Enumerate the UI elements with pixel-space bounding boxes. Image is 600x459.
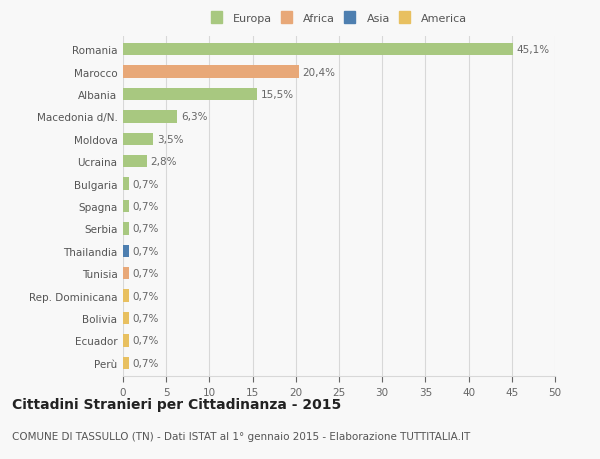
Text: 0,7%: 0,7% xyxy=(133,291,159,301)
Text: 6,3%: 6,3% xyxy=(181,112,208,122)
Text: 0,7%: 0,7% xyxy=(133,358,159,368)
Text: 0,7%: 0,7% xyxy=(133,313,159,323)
Legend: Europa, Africa, Asia, America: Europa, Africa, Asia, America xyxy=(211,14,467,24)
Text: 0,7%: 0,7% xyxy=(133,179,159,189)
Bar xyxy=(123,67,299,78)
Bar xyxy=(123,44,512,56)
Bar xyxy=(123,111,178,123)
Bar xyxy=(123,312,129,325)
Bar xyxy=(123,357,129,369)
Bar xyxy=(123,201,129,213)
Bar xyxy=(123,290,129,302)
Text: 15,5%: 15,5% xyxy=(260,90,293,100)
Bar xyxy=(123,245,129,257)
Text: 20,4%: 20,4% xyxy=(303,67,336,78)
Text: 2,8%: 2,8% xyxy=(151,157,177,167)
Text: 0,7%: 0,7% xyxy=(133,336,159,346)
Bar xyxy=(123,268,129,280)
Bar xyxy=(123,89,257,101)
Text: 45,1%: 45,1% xyxy=(516,45,549,55)
Text: 0,7%: 0,7% xyxy=(133,224,159,234)
Text: COMUNE DI TASSULLO (TN) - Dati ISTAT al 1° gennaio 2015 - Elaborazione TUTTITALI: COMUNE DI TASSULLO (TN) - Dati ISTAT al … xyxy=(12,431,470,441)
Bar xyxy=(123,335,129,347)
Text: 0,7%: 0,7% xyxy=(133,202,159,212)
Bar xyxy=(123,223,129,235)
Text: 3,5%: 3,5% xyxy=(157,134,183,145)
Text: 0,7%: 0,7% xyxy=(133,269,159,279)
Bar xyxy=(123,134,153,146)
Bar xyxy=(123,178,129,190)
Text: 0,7%: 0,7% xyxy=(133,246,159,256)
Bar xyxy=(123,156,147,168)
Text: Cittadini Stranieri per Cittadinanza - 2015: Cittadini Stranieri per Cittadinanza - 2… xyxy=(12,397,341,411)
